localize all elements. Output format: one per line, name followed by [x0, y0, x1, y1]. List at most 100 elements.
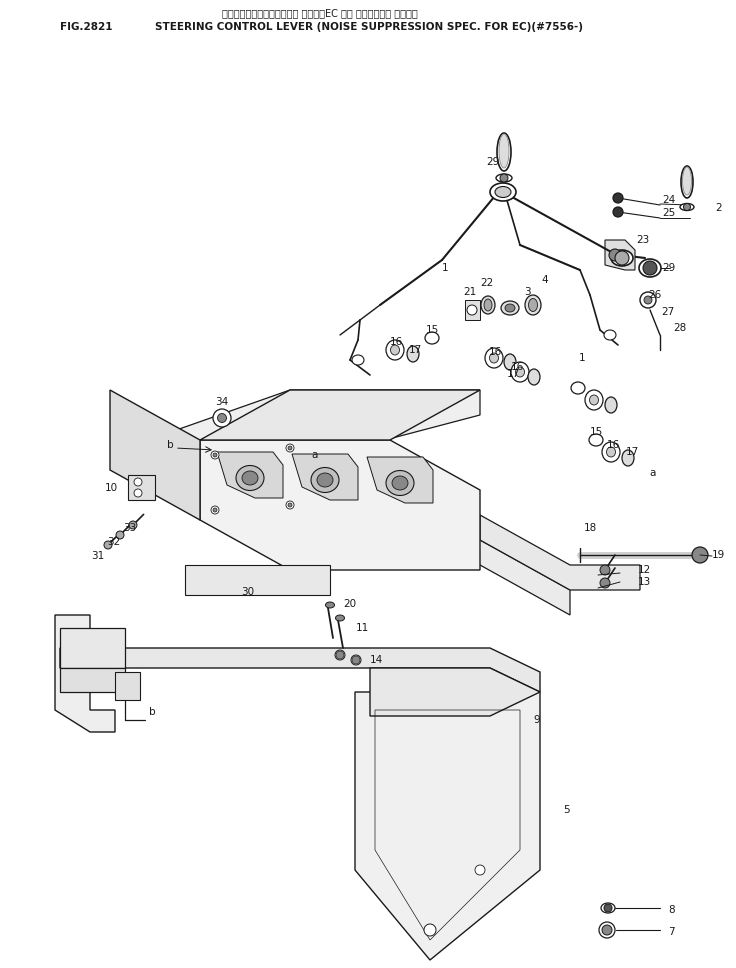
- Ellipse shape: [352, 355, 364, 365]
- Ellipse shape: [604, 330, 616, 340]
- Circle shape: [604, 904, 612, 912]
- Ellipse shape: [104, 541, 112, 549]
- Ellipse shape: [525, 295, 541, 315]
- Text: 15: 15: [425, 325, 439, 335]
- Ellipse shape: [680, 203, 694, 210]
- Circle shape: [692, 547, 708, 563]
- Circle shape: [134, 489, 142, 497]
- Polygon shape: [60, 668, 125, 692]
- Text: 16: 16: [510, 362, 523, 372]
- Ellipse shape: [528, 369, 540, 385]
- Ellipse shape: [605, 397, 617, 413]
- Circle shape: [643, 261, 657, 275]
- Ellipse shape: [611, 250, 633, 266]
- Text: 25: 25: [662, 208, 675, 218]
- Polygon shape: [60, 648, 540, 692]
- Text: STEERING CONTROL LEVER (NOISE SUPPRESSION SPEC. FOR EC)(#7556-): STEERING CONTROL LEVER (NOISE SUPPRESSIO…: [155, 22, 583, 32]
- Polygon shape: [355, 692, 540, 960]
- Ellipse shape: [392, 476, 408, 490]
- Text: 27: 27: [662, 307, 675, 317]
- Text: 28: 28: [673, 323, 687, 333]
- Text: 30: 30: [241, 587, 255, 597]
- Ellipse shape: [511, 362, 529, 382]
- Text: 24: 24: [662, 195, 675, 205]
- Circle shape: [613, 207, 623, 217]
- Polygon shape: [115, 672, 140, 700]
- Ellipse shape: [485, 348, 503, 368]
- Text: a: a: [650, 468, 656, 478]
- Ellipse shape: [589, 434, 603, 446]
- Polygon shape: [200, 440, 480, 570]
- Ellipse shape: [495, 187, 511, 197]
- Text: FIG.2821: FIG.2821: [60, 22, 113, 32]
- Circle shape: [467, 305, 477, 315]
- Ellipse shape: [606, 447, 615, 457]
- Polygon shape: [367, 457, 433, 503]
- Polygon shape: [370, 668, 540, 716]
- Ellipse shape: [639, 259, 661, 277]
- Ellipse shape: [490, 183, 516, 201]
- Text: 18: 18: [584, 523, 597, 533]
- Circle shape: [644, 296, 652, 304]
- Text: 20: 20: [344, 599, 356, 609]
- Polygon shape: [148, 390, 480, 465]
- Text: 16: 16: [389, 337, 403, 347]
- Ellipse shape: [116, 531, 124, 539]
- Text: 23: 23: [636, 235, 649, 245]
- Ellipse shape: [391, 345, 400, 355]
- Text: 14: 14: [369, 655, 383, 665]
- Ellipse shape: [499, 134, 509, 168]
- Text: 29: 29: [486, 157, 500, 167]
- Circle shape: [609, 249, 621, 261]
- Text: 8: 8: [668, 905, 675, 915]
- Circle shape: [211, 451, 219, 459]
- Ellipse shape: [484, 299, 492, 311]
- Text: 12: 12: [638, 565, 651, 575]
- Ellipse shape: [602, 925, 612, 935]
- Circle shape: [286, 501, 294, 509]
- Polygon shape: [292, 454, 358, 500]
- Ellipse shape: [682, 167, 692, 195]
- Polygon shape: [128, 475, 155, 500]
- Ellipse shape: [335, 650, 345, 660]
- Circle shape: [211, 506, 219, 514]
- Text: 13: 13: [638, 577, 651, 587]
- Text: 15: 15: [590, 427, 603, 437]
- Circle shape: [600, 565, 610, 575]
- Polygon shape: [148, 465, 480, 540]
- Ellipse shape: [236, 466, 264, 491]
- Text: 26: 26: [648, 290, 662, 300]
- Ellipse shape: [325, 602, 334, 608]
- Ellipse shape: [311, 468, 339, 493]
- Text: 16: 16: [606, 440, 620, 450]
- Text: 21: 21: [464, 287, 477, 297]
- Circle shape: [615, 251, 629, 265]
- Polygon shape: [217, 452, 283, 498]
- Ellipse shape: [218, 413, 227, 422]
- Ellipse shape: [622, 450, 634, 466]
- Text: 17: 17: [506, 369, 520, 379]
- Text: 7: 7: [668, 927, 675, 937]
- Circle shape: [684, 203, 690, 210]
- Text: 34: 34: [216, 397, 229, 407]
- Circle shape: [352, 656, 360, 664]
- Ellipse shape: [528, 298, 537, 312]
- Polygon shape: [60, 628, 125, 668]
- Ellipse shape: [505, 304, 515, 312]
- Polygon shape: [200, 390, 480, 440]
- Circle shape: [286, 444, 294, 452]
- Text: 5: 5: [563, 805, 570, 815]
- Ellipse shape: [242, 471, 258, 485]
- Text: 31: 31: [91, 551, 105, 561]
- Circle shape: [134, 478, 142, 486]
- Text: 29: 29: [662, 263, 675, 273]
- Ellipse shape: [481, 296, 495, 314]
- Polygon shape: [290, 540, 570, 615]
- Text: 1: 1: [578, 353, 585, 363]
- Ellipse shape: [129, 521, 137, 529]
- Text: 22: 22: [481, 278, 494, 288]
- Circle shape: [500, 174, 508, 182]
- Ellipse shape: [489, 353, 498, 363]
- Text: a: a: [312, 450, 318, 460]
- Circle shape: [213, 453, 217, 457]
